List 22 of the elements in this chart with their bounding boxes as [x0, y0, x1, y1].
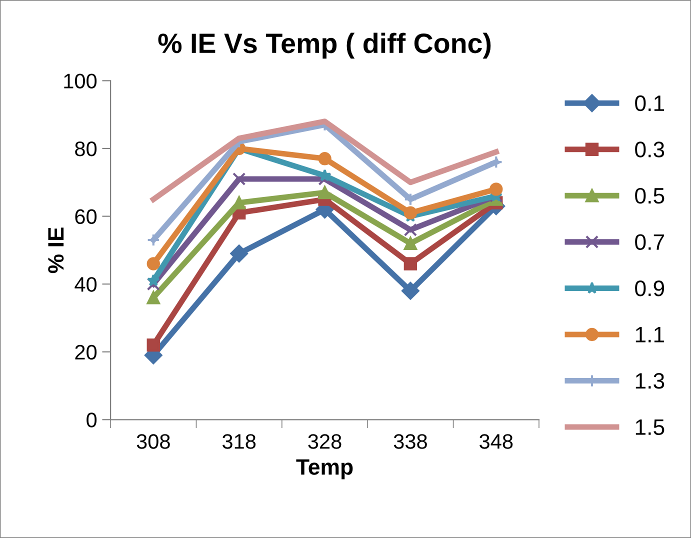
chart-title: % IE Vs Temp ( diff Conc)	[158, 32, 491, 59]
y-tick-label: 80	[75, 141, 97, 156]
y-axis-title: % IE	[48, 228, 64, 274]
legend-label: 0.7	[635, 234, 664, 250]
x-tick-label: 308	[136, 434, 170, 449]
legend-label: 1.3	[636, 373, 664, 389]
legend-label: 0.5	[635, 188, 664, 204]
legend-label: 1.5	[636, 420, 664, 436]
legend-label: 0.1	[635, 95, 664, 112]
y-tick-label: 0	[86, 412, 97, 428]
legend-label: 0.9	[635, 280, 664, 296]
y-tick-label: 60	[75, 209, 97, 224]
legend-label: 1.1	[636, 326, 664, 342]
y-tick-label: 20	[75, 344, 97, 360]
legend-label: 0.3	[635, 142, 664, 158]
x-tick-label: 338	[394, 434, 427, 449]
y-tick-label: 40	[74, 277, 97, 292]
x-tick-label: 318	[222, 434, 256, 449]
x-axis-title: Temp	[296, 459, 353, 480]
x-tick-label: 328	[308, 434, 342, 449]
x-tick-label: 348	[480, 434, 513, 449]
y-tick-label: 100	[64, 74, 97, 88]
